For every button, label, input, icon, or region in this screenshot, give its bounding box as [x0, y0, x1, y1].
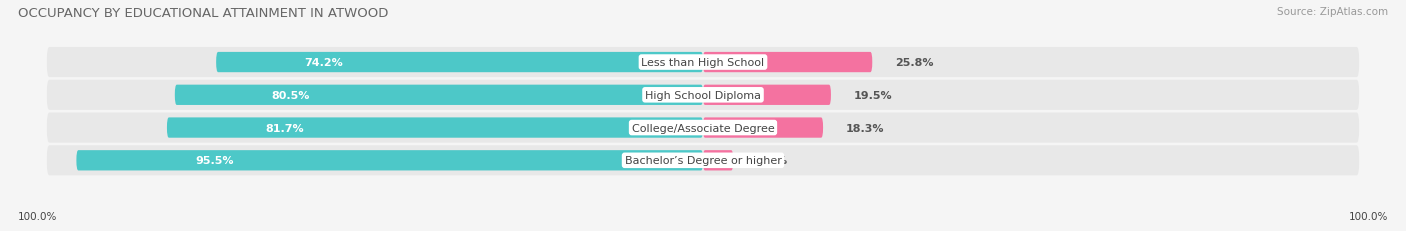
Text: Less than High School: Less than High School [641, 58, 765, 68]
FancyBboxPatch shape [76, 151, 703, 171]
FancyBboxPatch shape [46, 80, 1360, 110]
Text: 80.5%: 80.5% [271, 90, 311, 100]
Text: 95.5%: 95.5% [195, 156, 233, 166]
Text: 81.7%: 81.7% [266, 123, 304, 133]
Text: 100.0%: 100.0% [18, 211, 58, 221]
Text: 18.3%: 18.3% [846, 123, 884, 133]
FancyBboxPatch shape [46, 48, 1360, 78]
FancyBboxPatch shape [46, 146, 1360, 176]
Text: Bachelor’s Degree or higher: Bachelor’s Degree or higher [624, 156, 782, 166]
FancyBboxPatch shape [703, 53, 872, 73]
FancyBboxPatch shape [703, 118, 823, 138]
Text: 100.0%: 100.0% [1348, 211, 1388, 221]
FancyBboxPatch shape [703, 85, 831, 106]
Text: 4.6%: 4.6% [756, 156, 787, 166]
Text: 19.5%: 19.5% [853, 90, 893, 100]
Text: 74.2%: 74.2% [304, 58, 343, 68]
Text: Source: ZipAtlas.com: Source: ZipAtlas.com [1277, 7, 1388, 17]
FancyBboxPatch shape [167, 118, 703, 138]
Legend: Owner-occupied, Renter-occupied: Owner-occupied, Renter-occupied [591, 229, 815, 231]
FancyBboxPatch shape [46, 113, 1360, 143]
FancyBboxPatch shape [703, 151, 733, 171]
Text: 25.8%: 25.8% [896, 58, 934, 68]
Text: OCCUPANCY BY EDUCATIONAL ATTAINMENT IN ATWOOD: OCCUPANCY BY EDUCATIONAL ATTAINMENT IN A… [18, 7, 388, 20]
Text: College/Associate Degree: College/Associate Degree [631, 123, 775, 133]
FancyBboxPatch shape [174, 85, 703, 106]
Text: High School Diploma: High School Diploma [645, 90, 761, 100]
FancyBboxPatch shape [217, 53, 703, 73]
